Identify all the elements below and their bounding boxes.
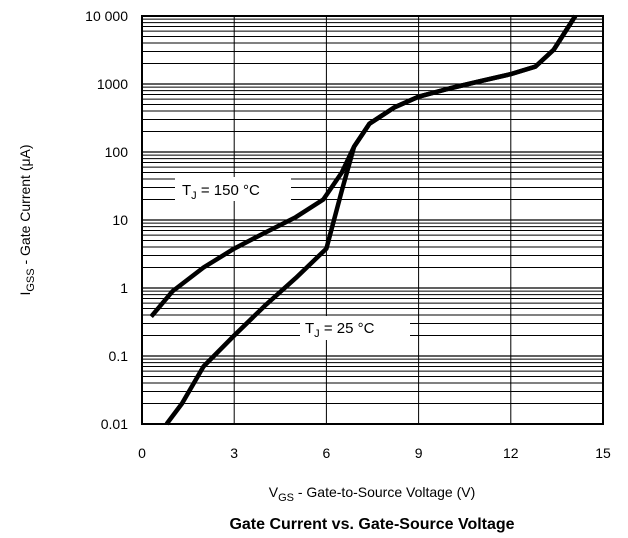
y-tick-label: 10 (112, 212, 128, 228)
y-axis-label: IGSS - Gate Current (μA) (17, 144, 37, 295)
tick-labels: 0 3 6 9 12 15 0.01 0.1 1 10 100 1000 10 000 (85, 8, 611, 461)
svg-text:TJ = 150 °C: TJ = 150 °C (182, 182, 260, 202)
y-tick-label: 0.1 (109, 348, 129, 364)
label-150c: TJ = 150 °C (175, 177, 291, 202)
x-tick-label: 6 (323, 445, 331, 461)
label-25c: TJ = 25 °C (300, 316, 410, 340)
y-tick-label: 0.01 (101, 416, 128, 432)
x-tick-label: 0 (138, 445, 146, 461)
curves (149, 14, 578, 426)
x-tick-label: 15 (595, 445, 611, 461)
y-tick-label: 1000 (97, 76, 128, 92)
curve-25c (164, 14, 578, 426)
curve-150c (149, 14, 578, 319)
y-tick-label: 1 (120, 280, 128, 296)
chart-title: Gate Current vs. Gate-Source Voltage (229, 516, 514, 533)
x-tick-label: 9 (415, 445, 423, 461)
plot-frame (141, 15, 604, 425)
y-tick-label: 100 (105, 144, 129, 160)
svg-text:TJ = 25 °C: TJ = 25 °C (305, 320, 375, 340)
x-axis-label: VGS - Gate-to-Source Voltage (V) (269, 484, 476, 504)
x-tick-label: 12 (503, 445, 519, 461)
grid (141, 16, 604, 425)
x-tick-label: 3 (230, 445, 238, 461)
y-tick-label: 10 000 (85, 8, 128, 24)
